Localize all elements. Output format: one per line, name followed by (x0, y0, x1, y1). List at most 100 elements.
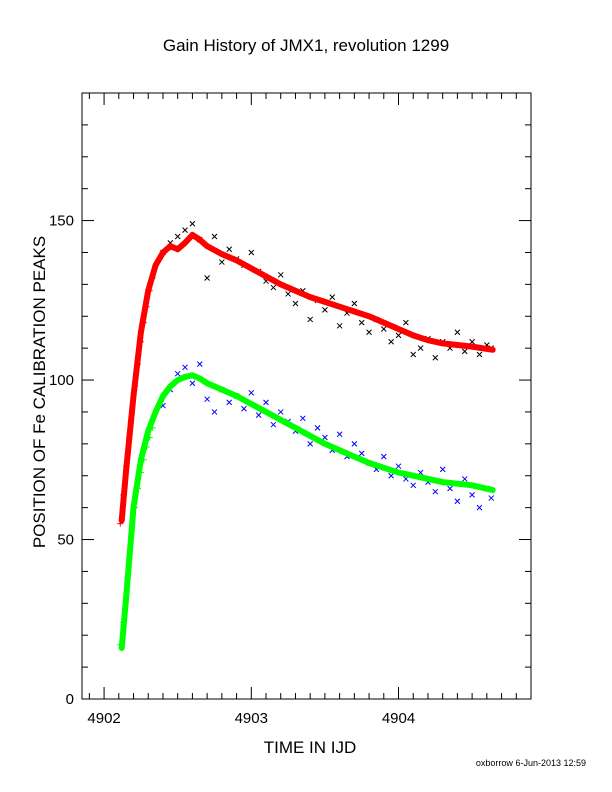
data-point (126, 434, 133, 441)
data-point (432, 354, 439, 361)
data-point (143, 303, 150, 310)
data-point (226, 399, 233, 406)
data-point (351, 440, 358, 447)
data-point (189, 220, 196, 227)
data-point (174, 233, 181, 240)
data-point (140, 319, 147, 326)
data-point (439, 466, 446, 473)
data-point (204, 275, 210, 281)
data-point (307, 440, 314, 447)
data-point (447, 485, 453, 492)
data-point (336, 431, 343, 438)
axes-layer: 4902 4903 4904 0 50 100 150 (49, 92, 532, 727)
data-point (388, 472, 395, 479)
data-point (140, 456, 147, 463)
data-point (432, 488, 439, 495)
data-point (117, 520, 124, 527)
data-point (146, 434, 153, 441)
data-point (277, 271, 284, 278)
data-point (476, 351, 483, 358)
data-point (410, 351, 417, 358)
data-point (410, 482, 417, 489)
data-point (204, 396, 210, 403)
data-point (134, 361, 141, 368)
data-point (134, 485, 141, 492)
data-point (476, 504, 483, 511)
data-point (454, 329, 461, 336)
data-point (461, 348, 468, 355)
x-tick-label: 4904 (382, 710, 415, 727)
data-point (123, 463, 130, 470)
data-point (120, 619, 127, 626)
data-point (131, 504, 138, 511)
data-point (182, 227, 188, 234)
data-point (322, 434, 328, 441)
footer-stamp: oxborrow 6-Jun-2013 12:59 (476, 758, 586, 768)
data-point (248, 249, 255, 256)
data-point (277, 409, 284, 415)
data-point (120, 491, 127, 498)
data-point (380, 326, 387, 332)
data-point (388, 338, 395, 345)
data-point (358, 450, 365, 457)
data-point (322, 307, 328, 313)
data-point (263, 399, 269, 406)
data-point (123, 590, 130, 597)
data-point (129, 408, 136, 415)
y-tick-label: 50 (57, 532, 74, 549)
data-point (329, 294, 336, 300)
data-point (129, 526, 136, 533)
data-point (117, 641, 124, 648)
data-point (351, 300, 358, 307)
series-layer (117, 220, 496, 651)
data-point (395, 463, 402, 470)
data-point (366, 329, 372, 336)
data-point (137, 338, 144, 345)
data-point (226, 246, 233, 253)
data-point (469, 492, 475, 498)
data-point (255, 412, 262, 418)
data-point (146, 287, 153, 294)
plot-frame (81, 92, 532, 700)
series-line (118, 372, 496, 651)
data-point (454, 498, 461, 505)
data-point (285, 291, 291, 297)
data-point (380, 453, 387, 460)
y-tick-label: 0 (66, 691, 74, 708)
data-point (137, 469, 144, 476)
series-line (118, 231, 496, 524)
data-point (189, 380, 196, 387)
footer-date: 6-Jun-2013 12:59 (515, 758, 586, 768)
y-tick-label: 100 (49, 372, 74, 389)
y-axis-label: POSITION OF Fe CALIBRATION PEAKS (30, 235, 49, 549)
data-point (403, 319, 409, 326)
data-point (299, 415, 306, 422)
data-point (131, 383, 138, 390)
data-point (461, 476, 468, 482)
data-point (126, 555, 133, 562)
data-point (248, 389, 255, 396)
x-tick-label: 4902 (87, 710, 120, 727)
data-point (174, 370, 181, 377)
data-point (270, 284, 277, 291)
data-point (270, 421, 277, 428)
data-point (196, 361, 203, 367)
data-point (149, 424, 156, 431)
data-point (211, 233, 218, 240)
data-point (211, 409, 218, 415)
footer-user: oxborrow (475, 758, 513, 768)
data-point (395, 332, 402, 339)
data-point (488, 495, 495, 501)
data-point (218, 259, 225, 265)
data-point (307, 316, 314, 323)
x-axis-label: TIME IN IJD (263, 738, 357, 757)
data-point (182, 364, 188, 371)
data-point (417, 345, 424, 352)
data-point (314, 425, 321, 431)
data-point (143, 444, 150, 451)
data-point (292, 300, 299, 307)
data-point (241, 405, 247, 412)
x-tick-label: 4903 (235, 710, 268, 727)
y-tick-label: 150 (49, 213, 74, 230)
